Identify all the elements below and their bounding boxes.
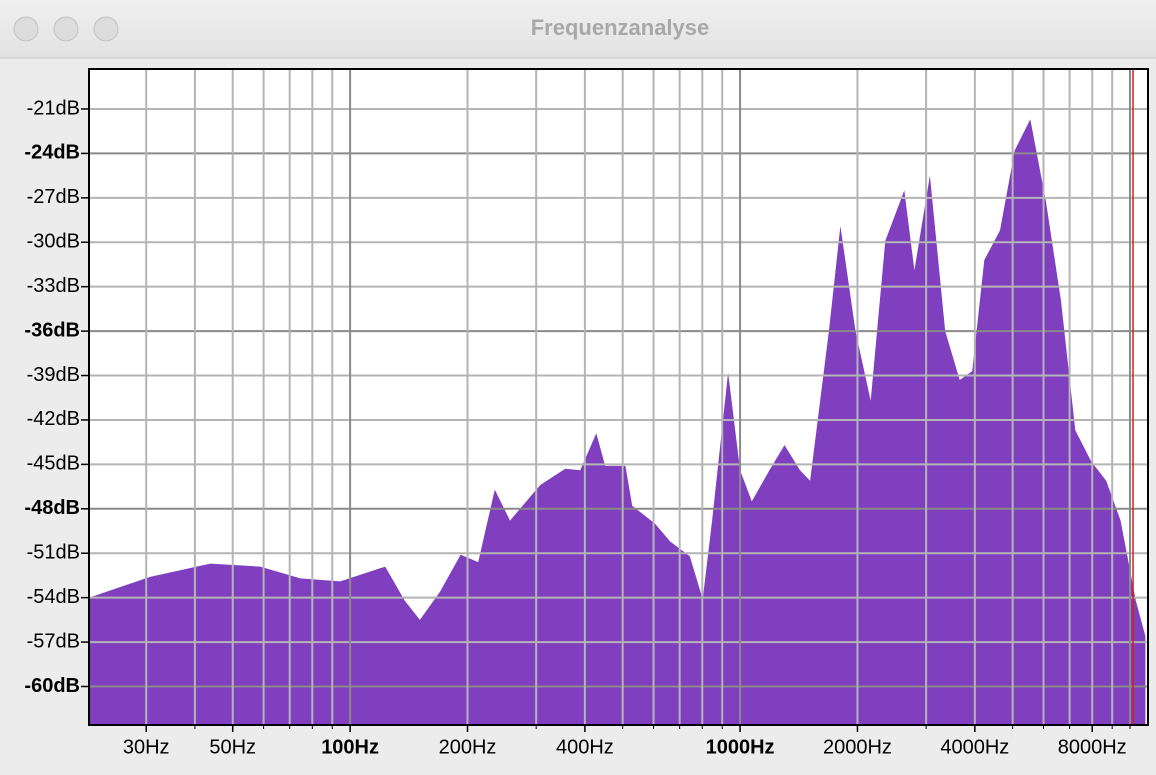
close-button[interactable] bbox=[13, 16, 39, 42]
x-tick-label: 100Hz bbox=[321, 736, 379, 758]
zoom-button[interactable] bbox=[93, 16, 119, 42]
y-tick-label: -27dB bbox=[27, 186, 80, 208]
x-tick-label: 8000Hz bbox=[1058, 736, 1127, 758]
y-tick-label: -60dB bbox=[24, 675, 80, 697]
title-bar bbox=[0, 0, 1156, 58]
y-tick-label: -33dB bbox=[27, 275, 80, 297]
x-tick-label: 4000Hz bbox=[940, 736, 1009, 758]
y-tick-label: -48dB bbox=[24, 497, 80, 519]
x-tick-label: 50Hz bbox=[209, 736, 256, 758]
y-tick-label: -54dB bbox=[27, 586, 80, 608]
y-tick-label: -51dB bbox=[27, 542, 80, 564]
x-tick-label: 2000Hz bbox=[823, 736, 892, 758]
y-tick-label: -57dB bbox=[27, 630, 80, 652]
spectrum-area bbox=[89, 119, 1146, 726]
window-title: Frequenzanalyse bbox=[531, 15, 710, 40]
x-tick-label: 30Hz bbox=[123, 736, 170, 758]
y-tick-label: -42dB bbox=[27, 408, 80, 430]
y-tick-label: -36dB bbox=[24, 319, 80, 341]
y-tick-label: -24dB bbox=[24, 142, 80, 164]
minimize-button[interactable] bbox=[53, 16, 79, 42]
y-tick-label: -21dB bbox=[27, 97, 80, 119]
y-tick-label: -39dB bbox=[27, 364, 80, 386]
x-tick-label: 1000Hz bbox=[706, 736, 775, 758]
x-tick-label: 400Hz bbox=[556, 736, 614, 758]
plot-border bbox=[88, 68, 1149, 726]
y-tick-label: -30dB bbox=[27, 231, 80, 253]
y-tick-label: -45dB bbox=[27, 453, 80, 475]
x-tick-label: 200Hz bbox=[439, 736, 497, 758]
